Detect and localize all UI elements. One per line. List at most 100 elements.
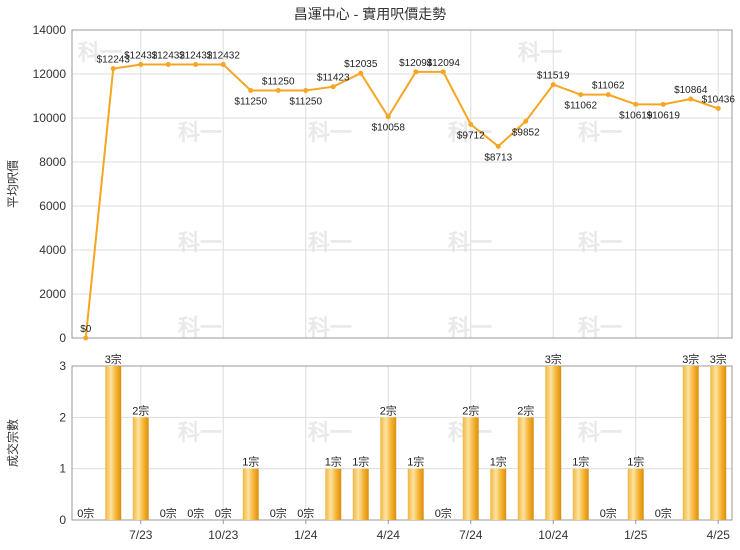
volume-bar-label: 0宗 [435,506,452,520]
volume-bar-label: 1宗 [242,455,259,469]
price-y-tick-label: 6000 [39,199,66,213]
price-point [220,61,226,67]
price-point [440,69,446,75]
price-point [413,69,419,75]
volume-bar [682,366,699,520]
volume-bar [710,366,727,520]
price-y-tick-label: 2000 [39,287,66,301]
price-point-label: $10619 [647,110,681,121]
price-point-label: $9712 [457,130,485,141]
price-point-label: $12094 [399,58,433,69]
price-point-label: $12432 [152,50,186,61]
volume-y-ticks: 0 1 2 3 [59,359,66,527]
volume-bar [242,468,259,520]
volume-bar [407,468,424,520]
volume-bar [517,417,534,520]
x-tick-label: 4/25 [707,528,731,542]
price-point-label: $11250 [234,97,267,108]
price-plot-frame [71,29,733,339]
watermark-text: 科一 [178,230,222,255]
price-y-tick-label: 8000 [39,155,66,169]
price-point-label: $12243 [97,55,131,66]
price-point [715,105,721,111]
watermark-text: 科一 [308,420,352,445]
watermark-text: 科一 [448,230,492,255]
price-point-label: $12432 [124,50,158,61]
x-tick-label: 1/25 [624,528,648,542]
price-point [385,114,391,120]
price-point [358,70,364,76]
volume-bar-label: 1宗 [325,455,342,469]
price-point [138,61,144,67]
watermark-text: 科一 [78,40,122,65]
price-point [83,335,89,341]
price-point [523,118,529,124]
volume-y-axis-title: 成交宗數 [5,419,20,467]
volume-bar-label: 2宗 [462,403,479,417]
x-tick-label: 10/24 [538,528,568,542]
x-tick-label: 7/24 [459,528,483,542]
watermark-text: 科一 [308,315,352,340]
volume-bar-label: 0宗 [215,506,232,520]
volume-bar-label: 3宗 [105,352,122,366]
volume-bar-label: 0宗 [77,506,94,520]
volume-bar [545,366,562,520]
volume-bar-label: 1宗 [627,455,644,469]
price-point [688,96,694,102]
volume-y-tick-label: 3 [59,359,66,373]
price-point-label: $10058 [372,123,406,134]
watermark-text: 科一 [578,120,622,145]
price-point-label: $12035 [344,59,378,70]
price-point [660,101,666,107]
volume-bars: 0宗 3宗 2宗 0宗 0宗 0宗 1宗 0宗 0宗 1宗 1宗 2宗 1宗 0宗 2宗 1宗 2宗 3宗 1宗 0宗… [77,352,727,520]
price-y-tick-label: 0 [59,331,66,345]
price-point [193,61,199,67]
volume-bar-label: 0宗 [655,506,672,520]
volume-bar-label: 2宗 [132,403,149,417]
price-point-label: $10436 [702,94,736,105]
price-grid [72,29,732,339]
price-point [578,92,584,98]
volume-bar-label: 3宗 [682,352,699,366]
watermark-text: 科一 [578,315,622,340]
price-point-label: $11250 [262,77,295,88]
price-point [605,92,611,98]
volume-bar [352,468,369,520]
price-point-label: $11062 [592,81,625,92]
volume-bar-label: 0宗 [160,506,177,520]
price-point-label: $10619 [619,110,653,121]
volume-bar [490,468,507,520]
volume-bar-label: 1宗 [407,455,424,469]
price-point-label: $9852 [512,127,540,138]
volume-y-tick-label: 0 [59,513,66,527]
volume-bar-label: 1宗 [352,455,369,469]
price-point-label: $11423 [317,73,350,84]
watermark-text: 科一 [518,40,562,65]
price-y-tick-label: 12000 [33,67,67,81]
watermark-text: 科一 [578,420,622,445]
price-point [468,121,474,127]
volume-y-tick-label: 2 [59,410,66,424]
price-y-tick-label: 14000 [33,23,67,37]
watermark-text: 科一 [308,120,352,145]
price-line [84,63,719,339]
watermark-text: 科一 [578,230,622,255]
volume-bar [105,366,122,520]
price-y-ticks: 0 2000 4000 6000 8000 10000 12000 14000 [33,23,67,345]
price-point [248,88,254,93]
volume-bar-label: 3宗 [545,352,562,366]
volume-bar [462,417,479,520]
price-point-label: $12432 [207,50,241,61]
x-axis-ticks: 7/23 10/23 1/24 4/24 7/24 10/24 1/25 4/25 [129,520,730,542]
volume-plot-frame [71,365,733,521]
price-point [495,143,501,149]
price-point [633,101,639,107]
chart-title: 昌運中心 - 實用呎價走勢 [294,6,446,22]
volume-bar-label: 3宗 [710,352,727,366]
price-point-label: $11519 [537,71,570,82]
volume-bar-label: 2宗 [517,403,534,417]
volume-bar-label: 1宗 [490,455,507,469]
watermark-text: 科一 [448,315,492,340]
price-point-label: $11250 [289,97,322,108]
